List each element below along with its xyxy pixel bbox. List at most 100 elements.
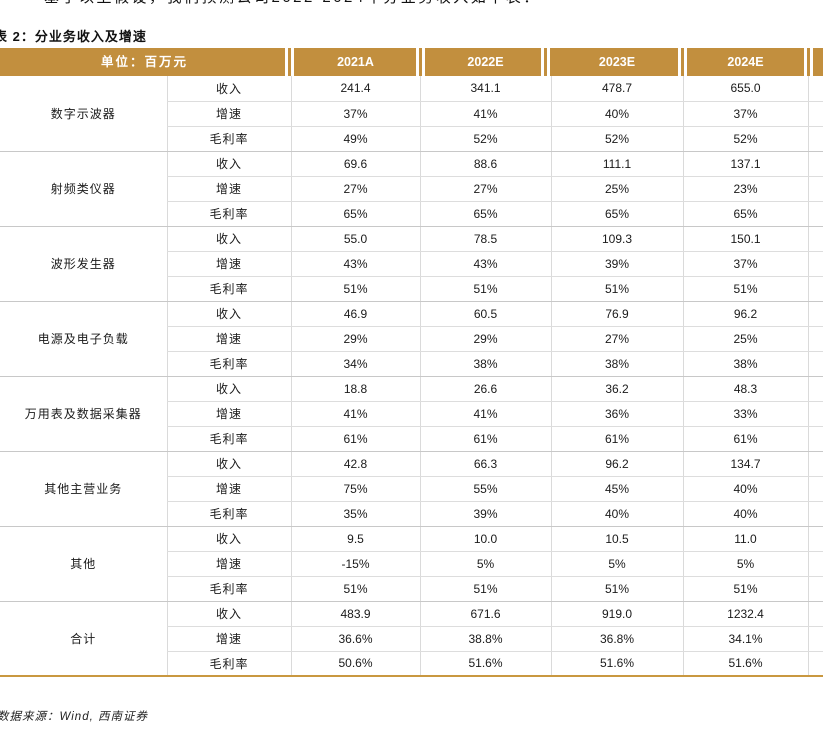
value-cell: 51% — [550, 276, 683, 302]
value-cell: 27% — [419, 176, 551, 202]
metric-label-cell: 毛利率 — [166, 651, 291, 677]
metric-label-cell: 毛利率 — [166, 501, 291, 527]
value-cell: 29% — [419, 326, 551, 352]
value-cell: 55.0 — [290, 226, 420, 252]
cut-off-column-cell — [807, 426, 823, 452]
value-cell: 41% — [419, 401, 551, 427]
table-row: 增速 36.6% 38.8% 36.8% 34.1% — [0, 626, 823, 652]
metric-label-cell: 增速 — [166, 326, 291, 352]
header-divider — [541, 48, 550, 76]
cut-off-column-cell — [807, 576, 823, 602]
table-row: 增速 29% 29% 27% 25% — [0, 326, 823, 352]
table-row: 合计 收入 483.9 671.6 919.0 1232.4 — [0, 601, 823, 677]
table-row: 毛利率 34% 38% 38% 38% — [0, 351, 823, 377]
metric-label-cell: 毛利率 — [166, 276, 291, 302]
metric-label-cell: 收入 — [166, 526, 291, 552]
value-cell: 75% — [290, 476, 420, 502]
value-cell: 50.6% — [290, 651, 420, 677]
cut-off-column-cell — [807, 526, 823, 552]
value-cell: 51.6% — [682, 651, 808, 677]
value-cell: 55% — [419, 476, 551, 502]
value-cell: 69.6 — [290, 151, 420, 177]
cut-off-column-cell — [807, 301, 823, 327]
year-header-2023E: 2023E — [598, 55, 636, 69]
value-cell: 51.6% — [419, 651, 551, 677]
value-cell: 1232.4 — [682, 601, 808, 627]
table-row: 毛利率 61% 61% 61% 61% — [0, 426, 823, 452]
table-row: 增速 43% 43% 39% 37% — [0, 251, 823, 277]
metric-label-cell: 增速 — [166, 626, 291, 652]
value-cell: 341.1 — [419, 76, 551, 102]
value-cell: 65% — [419, 201, 551, 227]
value-cell: 51% — [419, 576, 551, 602]
metric-label-cell: 增速 — [166, 251, 291, 277]
value-cell: 48.3 — [682, 376, 808, 402]
metric-label-cell: 毛利率 — [166, 426, 291, 452]
value-cell: 27% — [550, 326, 683, 352]
metric-label-cell: 增速 — [166, 476, 291, 502]
metric-label-cell: 毛利率 — [166, 201, 291, 227]
group-name-cell: 数字示波器 — [0, 76, 167, 152]
value-cell: 26.6 — [419, 376, 551, 402]
value-cell: 88.6 — [419, 151, 551, 177]
value-cell: 40% — [550, 101, 683, 127]
value-cell: 18.8 — [290, 376, 420, 402]
table-row: 增速 -15% 5% 5% 5% — [0, 551, 823, 577]
metric-label-cell: 收入 — [166, 376, 291, 402]
cut-off-column-cell — [807, 501, 823, 527]
value-cell: 5% — [550, 551, 683, 577]
value-cell: 34% — [290, 351, 420, 377]
cut-off-column-cell — [807, 551, 823, 577]
header-divider — [416, 48, 425, 76]
metric-label-cell: 毛利率 — [166, 126, 291, 152]
table-row: 毛利率 65% 65% 65% 65% — [0, 201, 823, 227]
value-cell: 36% — [550, 401, 683, 427]
value-cell: 36.2 — [550, 376, 683, 402]
value-cell: 61% — [419, 426, 551, 452]
value-cell: 109.3 — [550, 226, 683, 252]
cut-off-column-cell — [807, 201, 823, 227]
value-cell: 37% — [682, 251, 808, 277]
segment-revenue-table: 数字示波器 收入 241.4 341.1 478.7 655.0 增速 37% … — [0, 76, 823, 677]
paragraph-text: 基于以上假设，我们预测公司2022-2024年分业务收入如下表： — [44, 0, 823, 9]
value-cell: -15% — [290, 551, 420, 577]
table-row: 波形发生器 收入 55.0 78.5 109.3 150.1 — [0, 226, 823, 302]
value-cell: 51% — [682, 276, 808, 302]
value-cell: 35% — [290, 501, 420, 527]
cut-off-column-cell — [807, 601, 823, 627]
value-cell: 96.2 — [550, 451, 683, 477]
table-row: 数字示波器 收入 241.4 341.1 478.7 655.0 — [0, 76, 823, 152]
value-cell: 43% — [290, 251, 420, 277]
value-cell: 61% — [290, 426, 420, 452]
value-cell: 11.0 — [682, 526, 808, 552]
value-cell: 60.5 — [419, 301, 551, 327]
value-cell: 40% — [682, 476, 808, 502]
value-cell: 51% — [682, 576, 808, 602]
value-cell: 38% — [682, 351, 808, 377]
value-cell: 52% — [419, 126, 551, 152]
header-divider — [804, 48, 813, 76]
year-header-2021A: 2021A — [337, 55, 374, 69]
value-cell: 45% — [550, 476, 683, 502]
table-row: 毛利率 51% 51% 51% 51% — [0, 276, 823, 302]
metric-label-cell: 增速 — [166, 401, 291, 427]
value-cell: 37% — [682, 101, 808, 127]
metric-label-cell: 毛利率 — [166, 351, 291, 377]
table-row: 万用表及数据采集器 收入 18.8 26.6 36.2 48.3 — [0, 376, 823, 452]
value-cell: 51.6% — [550, 651, 683, 677]
cut-off-column-cell — [807, 251, 823, 277]
value-cell: 38% — [550, 351, 683, 377]
cut-off-column-cell — [807, 176, 823, 202]
header-divider — [285, 48, 294, 76]
table-row: 增速 75% 55% 45% 40% — [0, 476, 823, 502]
value-cell: 137.1 — [682, 151, 808, 177]
year-header-2022E: 2022E — [467, 55, 504, 69]
table-row: 毛利率 49% 52% 52% 52% — [0, 126, 823, 152]
value-cell: 9.5 — [290, 526, 420, 552]
value-cell: 34.1% — [682, 626, 808, 652]
cut-off-column-cell — [807, 476, 823, 502]
metric-label-cell: 收入 — [166, 226, 291, 252]
value-cell: 51% — [290, 276, 420, 302]
header-divider — [678, 48, 687, 76]
value-cell: 241.4 — [290, 76, 420, 102]
